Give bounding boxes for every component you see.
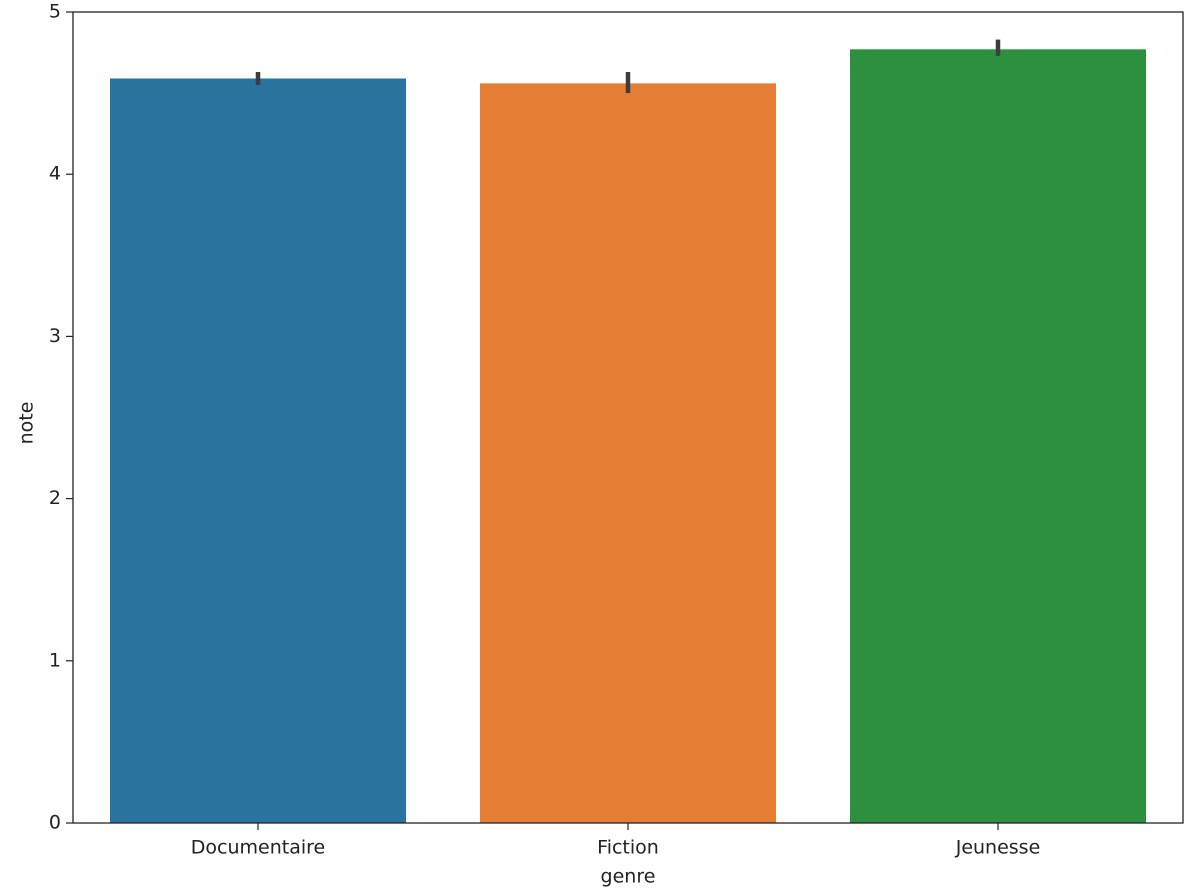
bar [110, 78, 406, 823]
y-axis-label: note [16, 402, 38, 445]
y-tick-label: 1 [49, 649, 61, 671]
plot-frame [72, 11, 1184, 824]
x-tick-label: Jeunesse [955, 837, 1041, 859]
x-tick-label: Documentaire [191, 837, 325, 859]
y-tick-label: 0 [49, 812, 61, 834]
x-axis-label: genre [601, 866, 656, 888]
y-tick-label: 4 [49, 163, 61, 185]
bar [480, 83, 776, 824]
y-tick-label: 2 [49, 487, 61, 509]
bar [850, 49, 1146, 823]
x-tick-label: Fiction [597, 837, 659, 859]
y-tick-label: 3 [49, 325, 61, 347]
y-tick-label: 5 [49, 1, 61, 23]
